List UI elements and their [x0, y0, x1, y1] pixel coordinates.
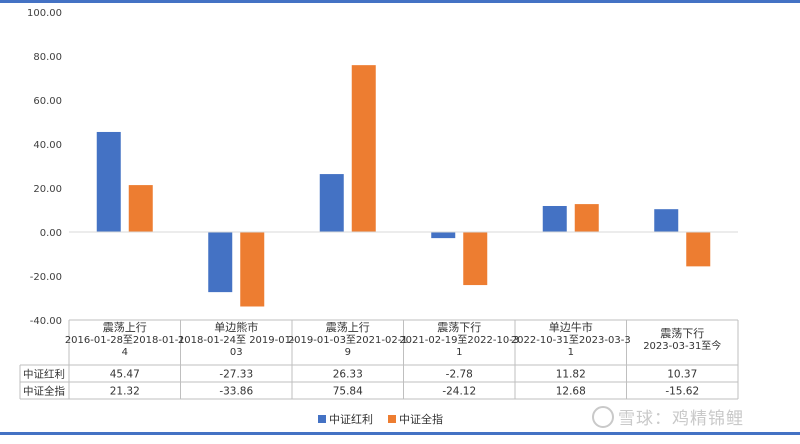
x-tick-label: 2018-01-24至 2019-01-: [178, 334, 295, 346]
bar-zhongzheng-quanzhi: [128, 185, 153, 232]
bar-zhongzheng-hongli: [96, 131, 121, 232]
x-tick-label: 1: [456, 347, 462, 358]
legend-label: 中证全指: [399, 412, 443, 426]
y-tick-label: -40.00: [30, 316, 62, 327]
table-row-header: 中证红利: [23, 368, 65, 381]
bar-zhongzheng-quanzhi: [463, 232, 488, 286]
bar-zhongzheng-hongli: [542, 205, 567, 232]
y-tick-label: -20.00: [30, 272, 62, 283]
y-tick-label: 80.00: [33, 52, 62, 63]
data-label: 45.47: [110, 369, 140, 381]
watermark: 雪球：鸡精锦鲤: [592, 404, 744, 430]
data-label: 75.84: [333, 386, 363, 398]
legend-label: 中证红利: [329, 413, 373, 426]
bar-zhongzheng-quanzhi: [351, 65, 376, 232]
x-tick-label: 震荡上行: [326, 321, 370, 334]
data-label: -15.62: [665, 386, 699, 398]
bar-zhongzheng-hongli: [208, 232, 233, 293]
y-tick-label: 20.00: [33, 184, 62, 195]
x-tick-label: 2016-01-28至2018-01-1: [65, 334, 185, 346]
bar-zhongzheng-hongli: [319, 174, 344, 232]
x-tick-label: 2022-10-31至2023-03-3: [511, 334, 631, 346]
x-tick-label: 2023-03-31至今: [643, 339, 721, 352]
x-tick-label: 单边牛市: [549, 320, 593, 334]
bar-zhongzheng-hongli: [431, 232, 456, 239]
y-tick-label: 100.00: [27, 8, 62, 19]
x-tick-label: 2019-01-03至2021-02-1: [288, 334, 408, 346]
bar-zhongzheng-hongli: [654, 209, 679, 232]
x-tick-label: 4: [122, 347, 128, 358]
watermark-text: 雪球：鸡精锦鲤: [618, 409, 744, 429]
legend-swatch: [388, 415, 396, 423]
data-label: -24.12: [442, 386, 476, 398]
bar-zhongzheng-quanzhi: [240, 232, 265, 307]
data-label: 21.32: [110, 386, 140, 398]
x-tick-label: 2021-02-19至2022-10-3: [399, 334, 519, 346]
y-tick-label: 60.00: [33, 96, 62, 107]
x-tick-label: 03: [230, 347, 243, 358]
x-tick-label: 1: [568, 347, 574, 358]
data-label: 26.33: [333, 369, 363, 381]
snowball-logo-icon: [592, 406, 614, 428]
data-label: -27.33: [219, 369, 253, 381]
y-tick-label: 40.00: [33, 140, 62, 151]
bar-zhongzheng-quanzhi: [686, 232, 711, 267]
data-label: 12.68: [556, 386, 586, 398]
legend-swatch: [318, 415, 326, 423]
x-tick-label: 震荡下行: [660, 327, 704, 340]
x-tick-label: 震荡下行: [437, 321, 481, 334]
x-tick-label: 单边熊市: [214, 320, 258, 334]
data-label: 10.37: [667, 369, 697, 381]
x-tick-label: 震荡上行: [103, 321, 147, 334]
data-label: -2.78: [446, 369, 473, 381]
data-label: 11.82: [556, 369, 586, 381]
y-tick-label: 0.00: [40, 228, 62, 239]
bar-zhongzheng-quanzhi: [574, 204, 599, 232]
table-row-header: 中证全指: [23, 385, 65, 398]
data-label: -33.86: [219, 386, 253, 398]
x-tick-label: 9: [345, 347, 351, 358]
bottom-border-line: [0, 432, 800, 435]
top-border-line: [0, 0, 800, 3]
